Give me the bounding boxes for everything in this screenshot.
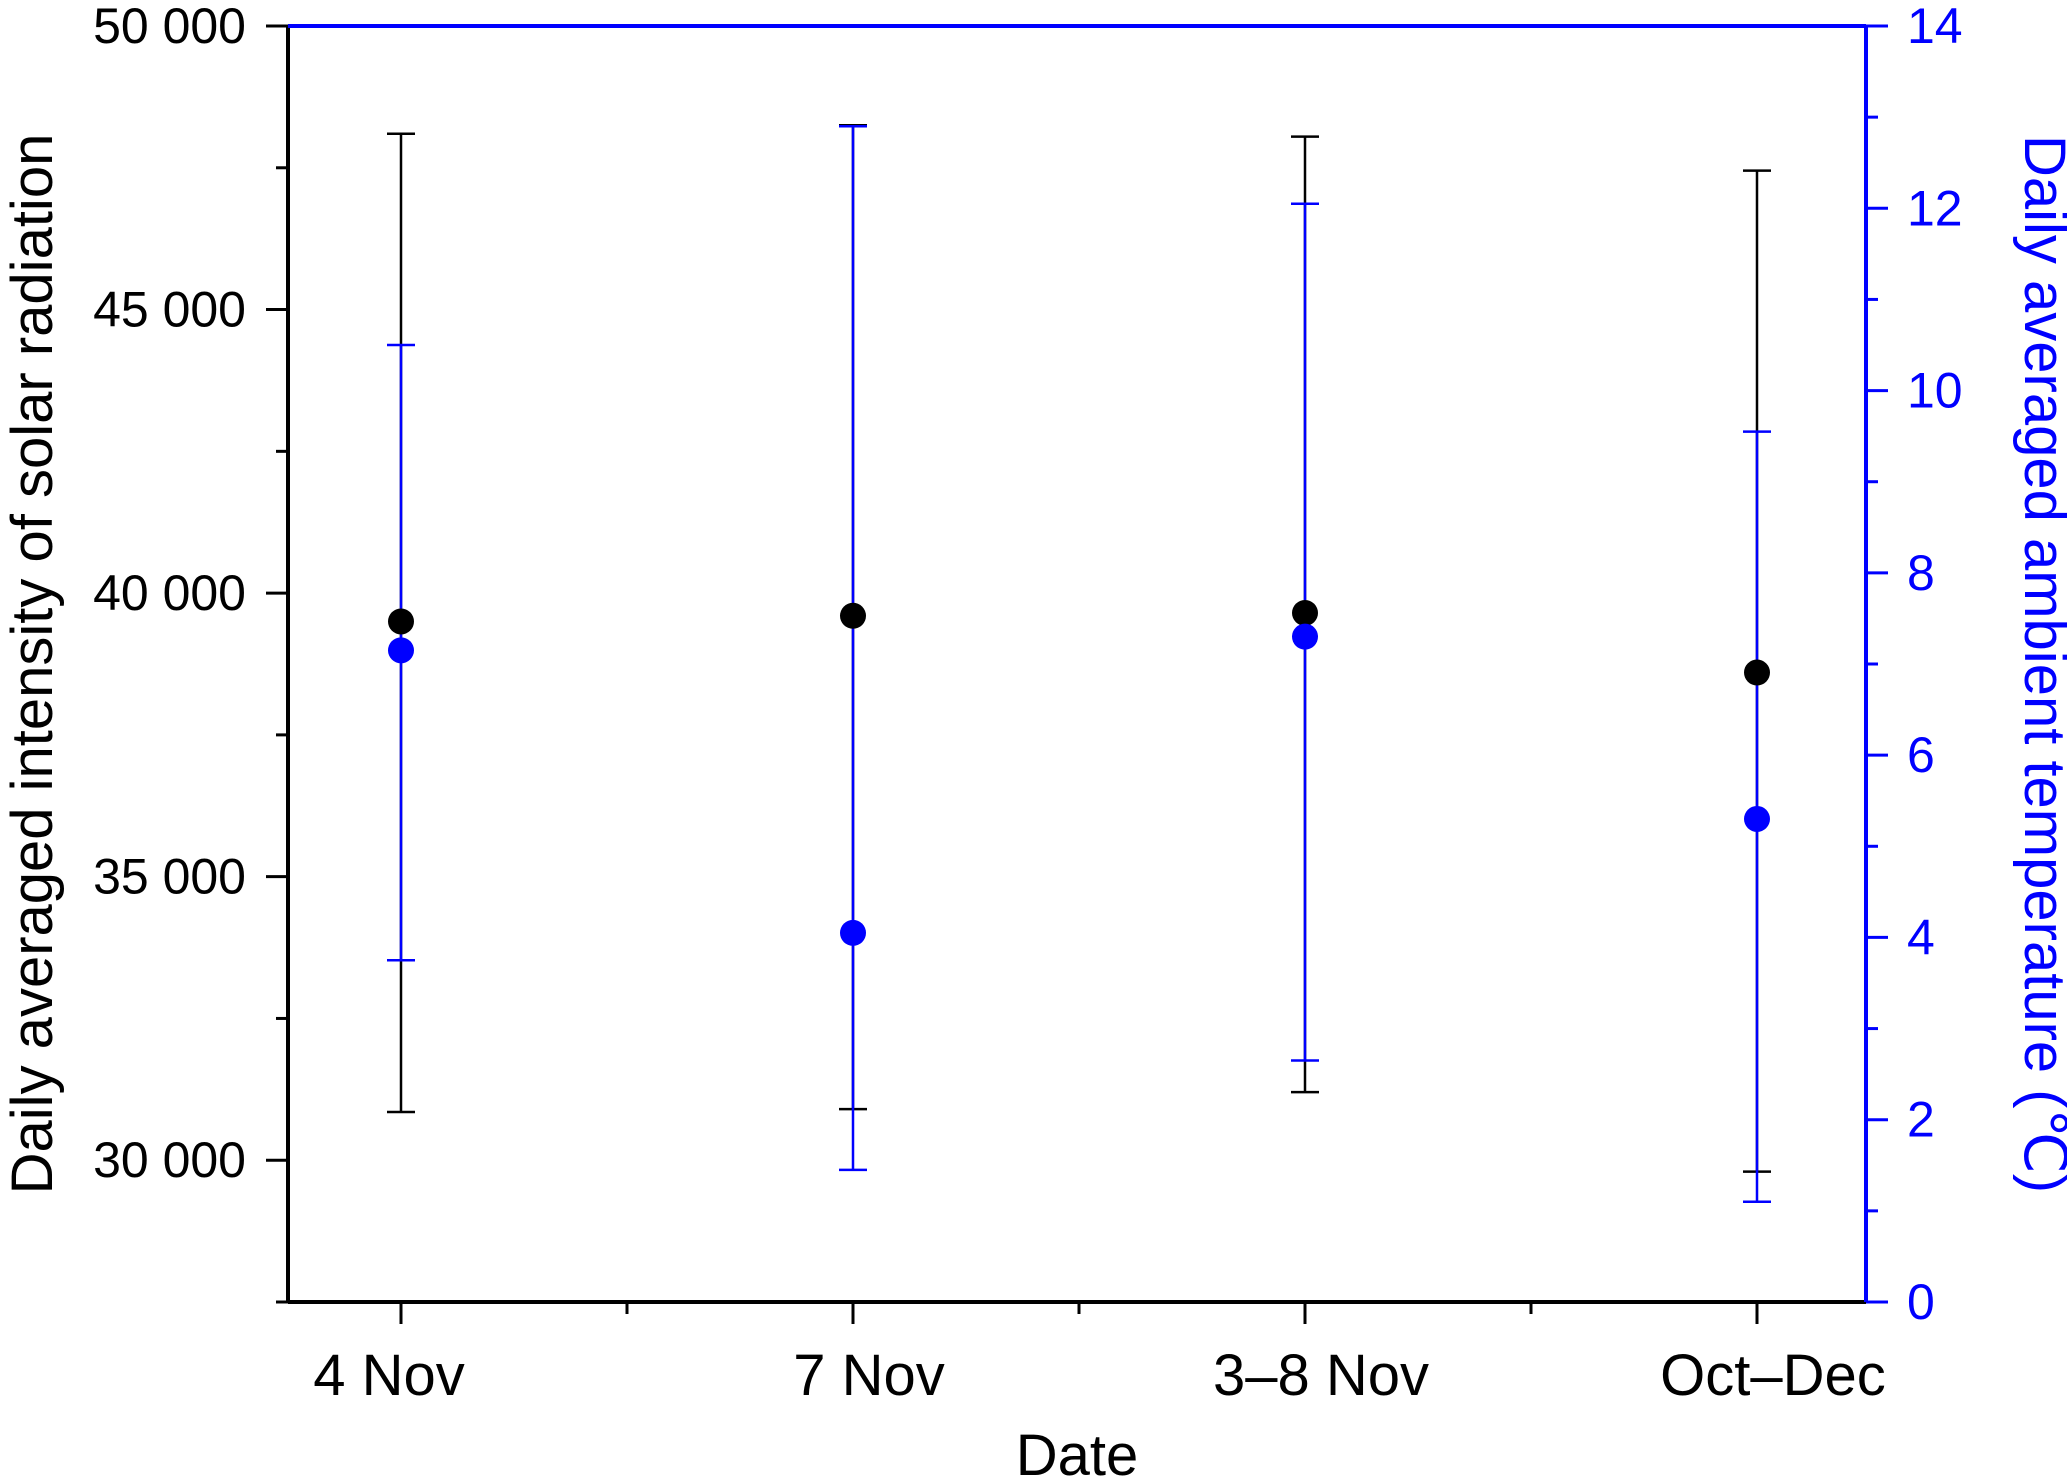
radiation-point bbox=[840, 602, 866, 629]
y2-tick-label: 0 bbox=[1907, 1274, 1935, 1330]
x-tick-label: 7 Nov bbox=[793, 1343, 945, 1408]
temperature-point bbox=[1744, 805, 1770, 832]
y2-tick-label: 6 bbox=[1907, 727, 1935, 783]
x-axis-ticks: 4 Nov 7 Nov 3–8 Nov Oct–Dec bbox=[313, 1302, 1886, 1408]
x-tick-label: Oct–Dec bbox=[1660, 1343, 1886, 1408]
y-tick-label: 30 000 bbox=[93, 1132, 246, 1188]
x-tick-label: 3–8 Nov bbox=[1213, 1343, 1429, 1408]
y2-tick-label: 2 bbox=[1907, 1092, 1935, 1148]
temperature-point bbox=[1292, 623, 1318, 650]
temperature-point bbox=[388, 637, 414, 664]
radiation-point bbox=[1292, 599, 1318, 626]
y-axis-title: Daily averaged intensity of solar radiat… bbox=[0, 134, 65, 1195]
right-axis-ticks: 0 2 4 6 8 10 12 14 bbox=[1866, 0, 1963, 1330]
y2-tick-label: 8 bbox=[1907, 545, 1935, 601]
y2-tick-label: 10 bbox=[1907, 363, 1963, 419]
y2-tick-label: 14 bbox=[1907, 0, 1963, 54]
plot-frame bbox=[286, 24, 1868, 1304]
y-tick-label: 50 000 bbox=[93, 0, 246, 54]
left-axis-ticks: 30 000 35 000 40 000 45 000 50 000 bbox=[93, 0, 288, 1304]
series-layer bbox=[387, 123, 1771, 1203]
y-tick-label: 45 000 bbox=[93, 282, 246, 338]
y2-axis-title: Daily averaged ambient temperature (℃) bbox=[2012, 135, 2067, 1193]
y-tick-label: 35 000 bbox=[93, 849, 246, 905]
temperature-point bbox=[840, 919, 866, 946]
y2-tick-label: 4 bbox=[1907, 909, 1935, 965]
x-tick-label: 4 Nov bbox=[313, 1343, 465, 1408]
x-axis-title: Date bbox=[1016, 1423, 1139, 1480]
y-tick-label: 40 000 bbox=[93, 565, 246, 621]
y2-tick-label: 12 bbox=[1907, 180, 1963, 236]
radiation-point bbox=[388, 608, 414, 635]
radiation-point bbox=[1744, 659, 1770, 686]
